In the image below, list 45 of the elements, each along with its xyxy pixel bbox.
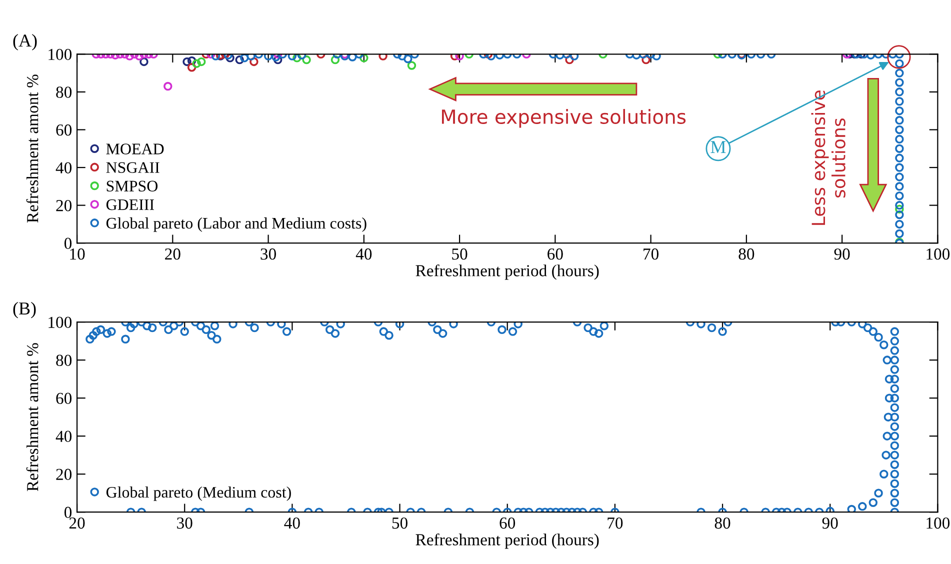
x-tick-label: 40 [356, 248, 372, 260]
y-tick-label: 0 [64, 238, 72, 250]
y-tick-label: 40 [56, 430, 72, 442]
chart-title: (B) [13, 302, 36, 318]
x-tick-label: 20 [165, 248, 180, 260]
x-tick-label: 30 [177, 517, 192, 529]
x-axis-title: Refreshment period (hours) [416, 533, 599, 549]
y-tick-label: 60 [56, 392, 72, 404]
x-tick-label: 70 [644, 248, 658, 260]
legend-label: Global pareto (Medium cost) [106, 486, 291, 501]
annotation: More expensive solutions [442, 108, 686, 128]
y-tick-label: 0 [64, 506, 72, 518]
y-tick-label: 100 [48, 316, 72, 328]
y-tick-label: 20 [56, 200, 72, 212]
x-tick-label: 60 [548, 248, 563, 260]
annotation: M [710, 141, 726, 153]
chart-title: (A) [13, 34, 37, 50]
y-tick-label: 80 [56, 86, 72, 98]
x-tick-label: 80 [714, 517, 730, 529]
x-axis-title: Refreshment period (hours) [416, 264, 599, 280]
y-axis-title: Refreshment amont % [26, 343, 38, 492]
annotation: Less expensive solutions [811, 90, 846, 225]
x-tick-label: 70 [608, 517, 623, 529]
x-tick-label: 80 [738, 248, 754, 260]
x-tick-label: 100 [926, 517, 950, 529]
y-tick-label: 60 [56, 124, 72, 136]
legend-label: NSGAII [106, 162, 160, 173]
x-tick-label: 30 [260, 248, 276, 260]
y-axis-title: Refreshment amont % [26, 74, 38, 223]
legend-label: Global pareto (Labor and Medium costs) [106, 217, 366, 232]
x-tick-label: 50 [392, 517, 408, 529]
x-tick-label: 90 [834, 248, 850, 260]
x-tick-label: 10 [70, 248, 85, 260]
y-tick-label: 40 [56, 162, 72, 174]
x-tick-label: 50 [452, 248, 468, 260]
x-tick-label: 60 [500, 517, 516, 529]
x-tick-label: 90 [822, 517, 838, 529]
x-tick-label: 100 [926, 248, 950, 260]
legend-label: SMPSO [106, 180, 158, 192]
x-tick-label: 40 [284, 517, 300, 529]
y-tick-label: 100 [48, 48, 72, 60]
legend-label: GDEIII [106, 199, 154, 210]
y-tick-label: 20 [56, 468, 72, 480]
y-tick-label: 80 [56, 354, 72, 366]
legend-label: MOEAD [106, 144, 164, 154]
